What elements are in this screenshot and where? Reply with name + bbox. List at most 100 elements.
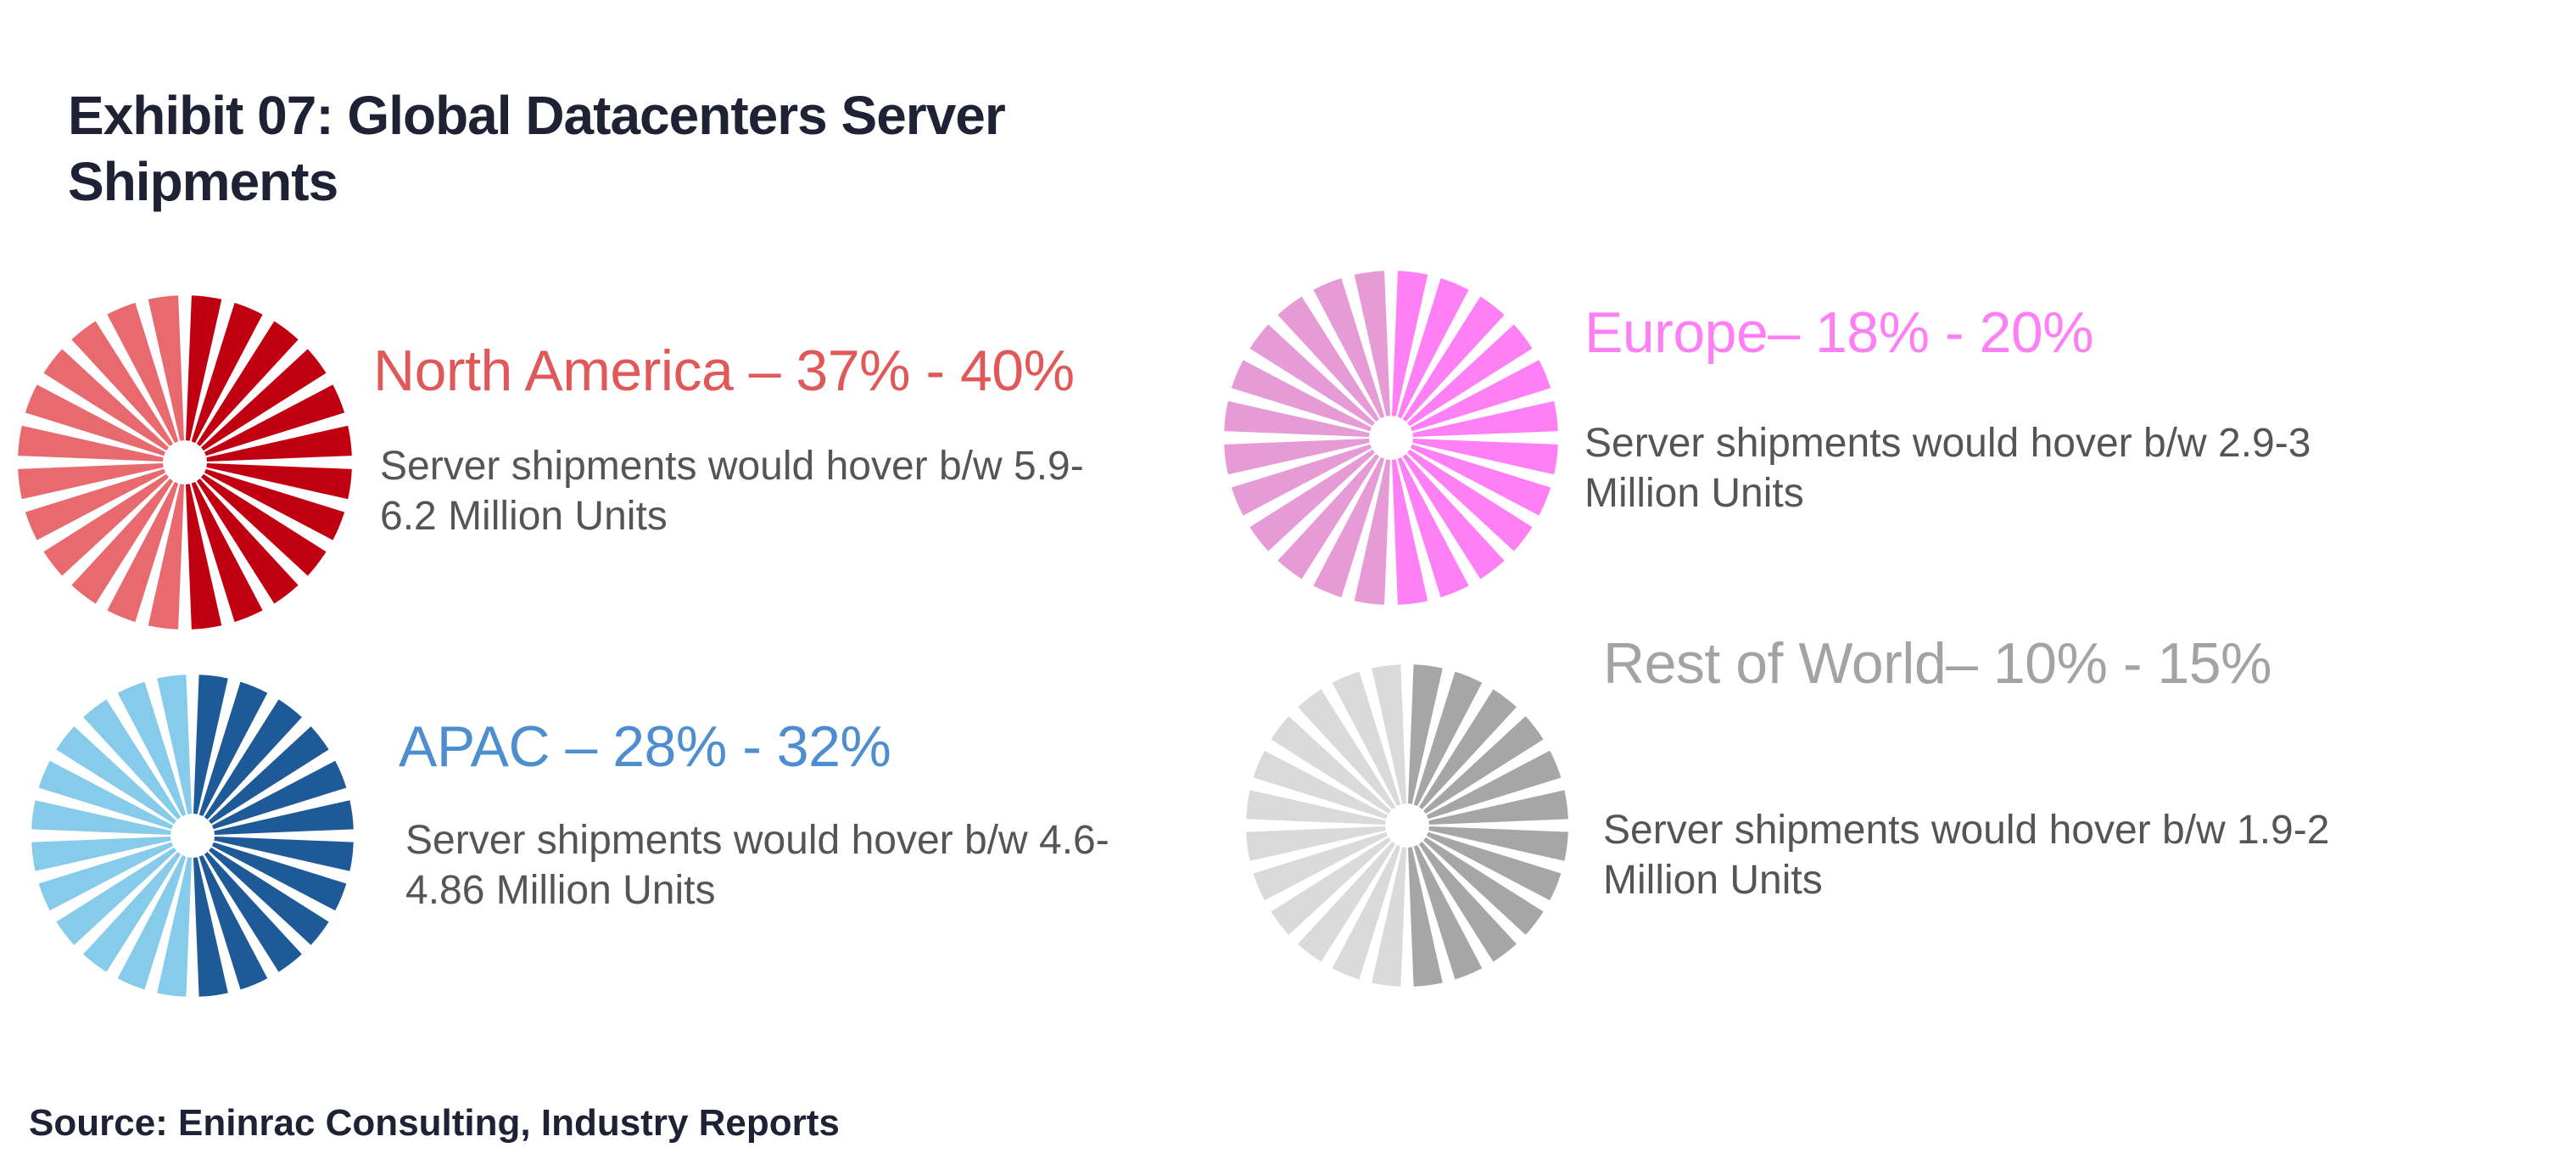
wheel-segment-north-america-4: [201, 349, 327, 451]
wheel-segment-north-america-6: [206, 425, 352, 462]
panel-apac: APAC – 28% - 32% Server shipments would …: [31, 674, 1109, 997]
description-north-america-line1: Server shipments would hover b/w 5.9-: [380, 444, 1084, 489]
wheel-segment-apac-23: [117, 681, 187, 816]
wheel-segment-apac-15: [83, 852, 182, 972]
description-europe-line2: Million Units: [1584, 471, 1804, 516]
wheel-segment-north-america-14: [107, 482, 179, 623]
wheel-segment-europe-7: [1412, 439, 1558, 475]
wheel-segment-europe-23: [1313, 277, 1385, 418]
wheel-segment-north-america-10: [196, 479, 299, 604]
description-rest-of-world-line1: Server shipments would hover b/w 1.9-2: [1603, 808, 2329, 853]
panel-north-america: North America – 37% - 40% Server shipmen…: [18, 295, 1084, 630]
wheel-segment-rest-of-world-13: [1372, 847, 1406, 987]
wheel-segment-rest-of-world-20: [1253, 750, 1388, 820]
wheel-segment-rest-of-world-6: [1428, 790, 1568, 825]
wheel-segment-north-america-23: [107, 302, 179, 443]
wheel-segment-europe-19: [1224, 400, 1370, 437]
wheel-segment-europe-8: [1411, 444, 1551, 516]
wheel-segment-europe-18: [1224, 439, 1370, 475]
description-europe-line1: Server shipments would hover b/w 2.9-3: [1584, 421, 2311, 466]
wheel-segment-north-america-13: [148, 484, 184, 630]
wheel-segment-rest-of-world-18: [1246, 826, 1386, 861]
wheel-segment-apac-18: [31, 837, 171, 871]
wheel-segment-europe-14: [1313, 457, 1385, 598]
wheel-segment-europe-4: [1407, 324, 1533, 427]
description-north-america-line2: 6.2 Million Units: [380, 494, 668, 539]
wheel-segment-north-america-11: [191, 482, 263, 623]
wheel-segment-apac-1: [193, 674, 228, 814]
wheel-segment-europe-1: [1392, 271, 1428, 417]
wheel-segment-apac-14: [117, 855, 187, 990]
wheel-segment-europe-20: [1231, 360, 1372, 432]
wheel-segment-apac-5: [212, 760, 347, 830]
donut-europe: [1224, 271, 1558, 605]
wheel-segment-north-america-18: [18, 463, 164, 500]
wheel-segment-apac-11: [198, 855, 268, 990]
wheel-segment-rest-of-world-3: [1418, 689, 1517, 809]
chart-title-line1: Exhibit 07: Global Datacenters Server: [68, 85, 1005, 146]
wheel-segment-north-america-1: [186, 295, 222, 441]
wheel-segment-apac-12: [193, 857, 228, 997]
wheel-segment-north-america-3: [196, 321, 299, 446]
donut-apac: [31, 674, 354, 997]
wheel-segment-europe-16: [1249, 449, 1375, 551]
description-apac-line2: 4.86 Million Units: [405, 868, 715, 913]
wheel-segment-rest-of-world-19: [1246, 790, 1386, 825]
heading-apac: APAC – 28% - 32%: [399, 714, 891, 779]
wheel-segment-rest-of-world-1: [1408, 664, 1443, 804]
wheel-segment-europe-10: [1402, 454, 1505, 579]
wheel-segment-rest-of-world-8: [1427, 831, 1562, 901]
heading-rest-of-world: Rest of World– 10% - 15%: [1603, 631, 2271, 696]
wheel-segment-apac-6: [214, 800, 354, 835]
wheel-segment-apac-10: [204, 852, 302, 972]
wheel-segment-apac-13: [157, 857, 192, 997]
chart-title-line2: Shipments: [68, 151, 338, 212]
wheel-segment-apac-2: [198, 681, 268, 816]
wheel-segment-europe-15: [1277, 454, 1380, 579]
source-note: Source: Eninrac Consulting, Industry Rep…: [29, 1102, 840, 1144]
wheel-segment-north-america-2: [191, 302, 263, 443]
wheel-segment-apac-17: [38, 842, 173, 911]
donut-rest-of-world: [1246, 664, 1568, 987]
wheel-segment-rest-of-world-5: [1427, 750, 1562, 820]
wheel-segment-north-america-12: [186, 484, 222, 630]
wheel-segment-rest-of-world-17: [1253, 831, 1388, 901]
wheel-segment-apac-8: [212, 842, 347, 911]
wheel-segment-rest-of-world-24: [1372, 664, 1406, 804]
wheel-segment-apac-20: [38, 760, 173, 830]
wheel-segment-apac-22: [83, 699, 182, 820]
wheel-segment-rest-of-world-10: [1418, 842, 1517, 962]
wheel-segment-rest-of-world-9: [1423, 837, 1544, 935]
wheel-segment-north-america-16: [43, 473, 169, 576]
panel-rest-of-world: Rest of World– 10% - 15% Server shipment…: [1246, 631, 2329, 987]
wheel-segment-rest-of-world-21: [1271, 716, 1391, 814]
description-apac-line1: Server shipments would hover b/w 4.6-: [405, 818, 1109, 863]
wheel-segment-europe-17: [1231, 444, 1372, 516]
heading-north-america: North America – 37% - 40%: [373, 339, 1075, 403]
wheel-segment-apac-3: [204, 699, 302, 820]
wheel-segment-rest-of-world-4: [1423, 716, 1544, 814]
wheel-segment-rest-of-world-11: [1413, 845, 1483, 980]
wheel-segment-europe-11: [1397, 457, 1469, 598]
panel-europe: Europe– 18% - 20% Server shipments would…: [1224, 271, 2311, 605]
wheel-segment-north-america-9: [201, 473, 327, 576]
wheel-segment-north-america-20: [25, 384, 166, 456]
wheel-segment-rest-of-world-22: [1298, 689, 1396, 809]
description-rest-of-world-line2: Million Units: [1603, 858, 1823, 903]
heading-europe: Europe– 18% - 20%: [1584, 300, 2093, 365]
wheel-segment-rest-of-world-7: [1428, 826, 1568, 861]
wheel-segment-rest-of-world-12: [1408, 847, 1443, 987]
wheel-segment-europe-22: [1277, 296, 1380, 422]
wheel-segment-europe-9: [1407, 449, 1533, 551]
wheel-segment-europe-5: [1411, 360, 1551, 432]
wheel-segment-europe-24: [1354, 271, 1390, 417]
wheel-segment-europe-3: [1402, 296, 1505, 422]
wheel-segment-rest-of-world-16: [1271, 837, 1391, 935]
wheel-segment-north-america-7: [206, 463, 352, 500]
wheel-segment-north-america-15: [71, 479, 174, 604]
wheel-segment-apac-4: [209, 726, 329, 825]
wheel-segment-rest-of-world-15: [1298, 842, 1396, 962]
wheel-segment-north-america-24: [148, 295, 184, 441]
wheel-segment-apac-24: [157, 674, 192, 814]
